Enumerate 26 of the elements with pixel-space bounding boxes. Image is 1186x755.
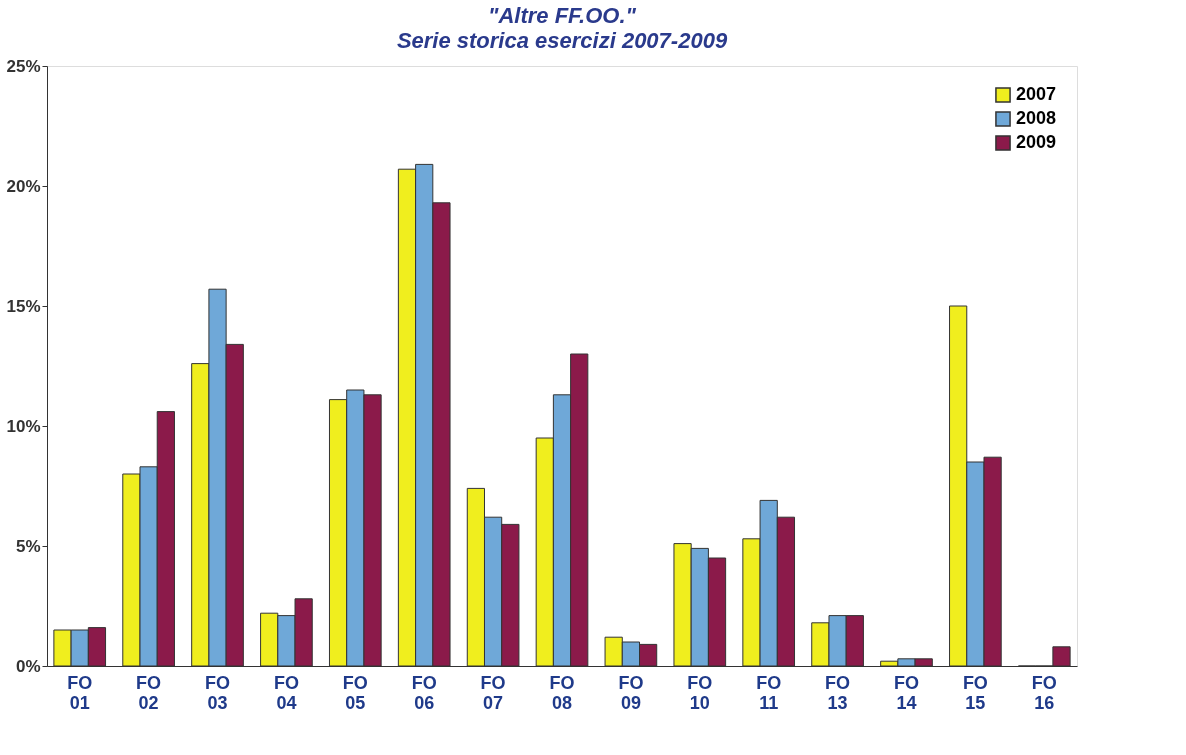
y-tick-label: 20% (6, 176, 41, 196)
x-tick-label: FO 14 (893, 672, 919, 713)
legend-label: 2009 (1016, 132, 1057, 152)
x-tick-label: FO 09 (618, 672, 644, 713)
x-tick-label: FO 06 (411, 672, 437, 713)
legend-label: 2007 (1016, 84, 1057, 104)
x-tick-label: FO 10 (687, 672, 713, 713)
x-tick-label: FO 07 (480, 672, 506, 713)
y-tick-label: 15% (6, 296, 41, 316)
chart-subtitle: Serie storica esercizi 2007-2009 (396, 28, 728, 53)
x-tick-label: FO 13 (825, 672, 851, 713)
x-tick-label: FO 05 (342, 672, 368, 713)
x-tick-label: FO 15 (962, 672, 988, 713)
x-tick-label: FO 04 (273, 672, 299, 713)
x-tick-label: FO 08 (549, 672, 575, 713)
x-tick-label: FO 02 (136, 672, 162, 713)
chart-title: "Altre FF.OO." (488, 3, 637, 28)
x-tick-label: FO 16 (1031, 672, 1057, 713)
y-tick-label: 25% (6, 56, 41, 76)
y-tick-label: 5% (15, 536, 41, 556)
x-tick-label: FO 03 (205, 672, 231, 713)
x-tick-label: FO 11 (756, 672, 782, 713)
y-tick-label: 10% (6, 416, 41, 436)
y-tick-label: 0% (15, 656, 41, 676)
x-tick-label: FO 01 (67, 672, 93, 713)
legend-label: 2008 (1016, 108, 1057, 128)
